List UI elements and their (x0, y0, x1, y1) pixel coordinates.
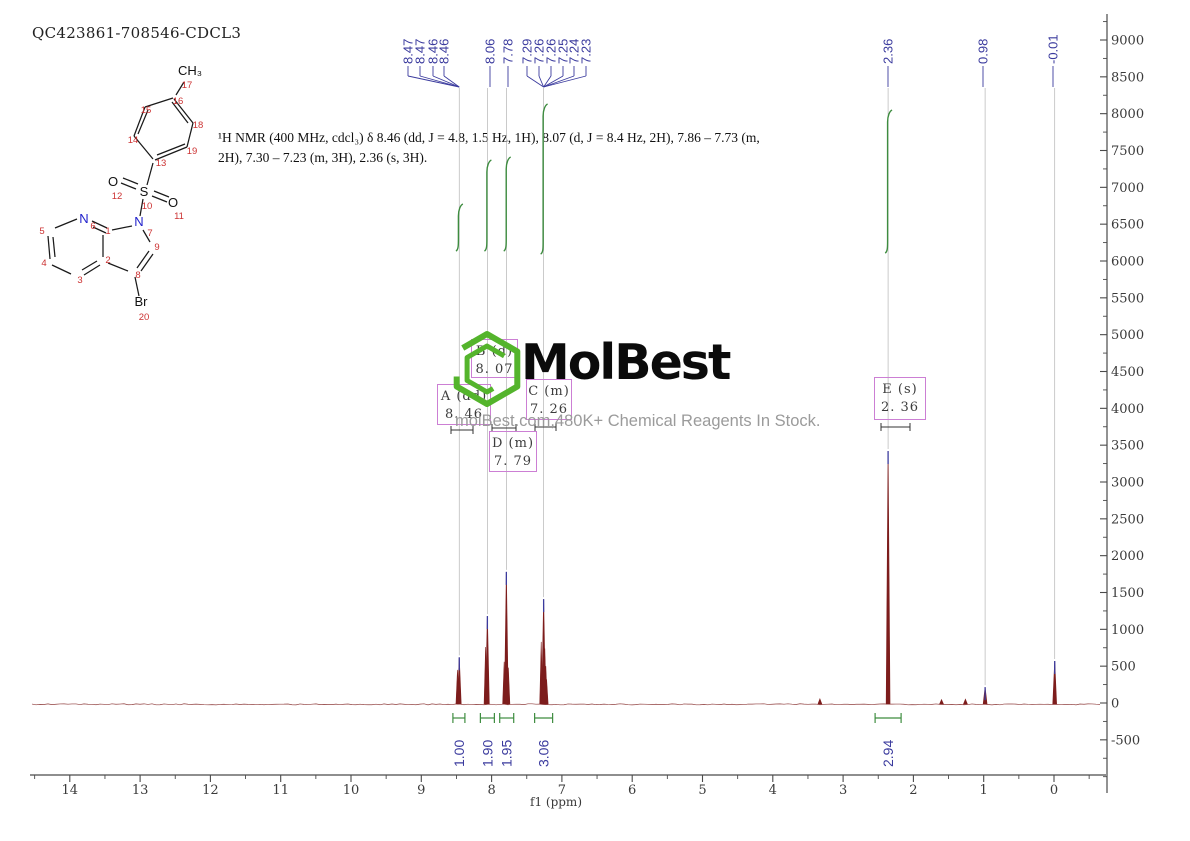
svg-text:-0.01: -0.01 (1046, 34, 1061, 64)
svg-text:0.98: 0.98 (976, 39, 991, 64)
atom-number: 12 (112, 191, 123, 202)
svg-text:7.25: 7.25 (556, 39, 571, 64)
svg-text:1000: 1000 (1111, 623, 1144, 638)
svg-text:12: 12 (202, 783, 219, 798)
svg-text:8.47: 8.47 (413, 39, 428, 64)
svg-text:13: 13 (132, 783, 149, 798)
svg-text:2.94: 2.94 (880, 740, 896, 767)
atom-number: 3 (77, 275, 82, 286)
svg-text:7.29: 7.29 (520, 39, 535, 64)
atom-label: S (140, 184, 149, 199)
atom-label: CH₃ (178, 63, 202, 78)
spectrum-peaks (455, 451, 1057, 705)
atom-number: 7 (147, 228, 152, 239)
atom-number: 6 (90, 221, 95, 232)
svg-text:6: 6 (628, 783, 636, 798)
atom-label: N (134, 214, 143, 229)
svg-text:9000: 9000 (1111, 34, 1144, 49)
svg-text:2000: 2000 (1111, 549, 1144, 564)
svg-text:10: 10 (343, 783, 360, 798)
sample-title: QC423861-708546-CDCL3 (32, 24, 242, 42)
atom-number: 4 (41, 258, 46, 269)
integral-curves (455, 103, 893, 255)
svg-text:14: 14 (62, 783, 79, 798)
svg-text:7: 7 (558, 783, 566, 798)
svg-text:2500: 2500 (1111, 512, 1144, 527)
svg-text:7500: 7500 (1111, 144, 1144, 159)
atom-number: 2 (105, 255, 110, 266)
svg-text:8: 8 (487, 783, 495, 798)
svg-text:3: 3 (839, 783, 847, 798)
svg-text:7.78: 7.78 (501, 39, 516, 64)
svg-text:8.46: 8.46 (437, 39, 452, 64)
svg-text:7000: 7000 (1111, 181, 1144, 196)
svg-text:4: 4 (769, 783, 777, 798)
svg-text:4000: 4000 (1111, 402, 1144, 417)
svg-text:8000: 8000 (1111, 107, 1144, 122)
svg-text:-500: -500 (1111, 733, 1140, 748)
svg-text:4500: 4500 (1111, 365, 1144, 380)
atom-number: 5 (39, 226, 44, 237)
atom-number: 19 (187, 146, 198, 157)
atom-number: 10 (142, 201, 153, 212)
atom-label: N (79, 211, 88, 226)
svg-text:1.00: 1.00 (451, 740, 467, 767)
atom-number: 15 (141, 105, 152, 116)
svg-text:5500: 5500 (1111, 291, 1144, 306)
svg-text:1.95: 1.95 (499, 740, 515, 767)
atom-number: 8 (135, 270, 140, 281)
atom-number: 16 (173, 96, 184, 107)
svg-text:7.23: 7.23 (579, 39, 594, 64)
atom-number: 17 (182, 80, 193, 91)
peak-drop-lines (458, 88, 1056, 686)
atom-number: 11 (174, 211, 184, 222)
svg-text:6000: 6000 (1111, 255, 1144, 270)
svg-text:7.24: 7.24 (567, 39, 582, 64)
svg-text:3.06: 3.06 (536, 740, 552, 767)
atom-number: 18 (193, 120, 204, 131)
svg-text:8500: 8500 (1111, 70, 1144, 85)
baseline (31, 703, 1101, 706)
atom-label: O (168, 195, 178, 210)
svg-text:7.26: 7.26 (544, 39, 559, 64)
svg-text:500: 500 (1111, 660, 1136, 675)
atom-label: Br (135, 294, 149, 309)
svg-text:1: 1 (980, 783, 988, 798)
peak-pick-labels: 8.478.478.468.46 8.06 7.78 7.297.267.267.25… (401, 34, 1061, 88)
atom-label: O (108, 174, 118, 189)
atom-number: 9 (154, 242, 159, 253)
svg-text:2.36: 2.36 (881, 39, 896, 64)
atom-number: 13 (156, 158, 167, 169)
atom-number: 14 (128, 135, 139, 146)
svg-text:1500: 1500 (1111, 586, 1144, 601)
assignment-brackets (450, 423, 911, 434)
svg-text:1.90: 1.90 (479, 740, 495, 767)
svg-text:8.47: 8.47 (401, 39, 416, 64)
svg-text:f1 (ppm): f1 (ppm) (530, 795, 582, 809)
svg-text:6500: 6500 (1111, 218, 1144, 233)
svg-text:3500: 3500 (1111, 439, 1144, 454)
svg-text:0: 0 (1111, 697, 1119, 712)
nmr-description-text: ¹H NMR (400 MHz, cdcl₃) δ 8.46 (dd, J = … (218, 130, 760, 166)
svg-text:2: 2 (909, 783, 917, 798)
svg-text:0: 0 (1050, 783, 1058, 798)
svg-text:5: 5 (698, 783, 706, 798)
atom-number: 20 (139, 312, 150, 323)
svg-text:9: 9 (417, 783, 425, 798)
atom-number: 1 (105, 226, 110, 237)
svg-text:8.06: 8.06 (483, 39, 498, 64)
integral-values: 1.00 1.90 1.95 3.06 2.94 (451, 713, 902, 767)
svg-text:5000: 5000 (1111, 328, 1144, 343)
svg-text:8.46: 8.46 (426, 39, 441, 64)
axes: 9000850080007500700065006000550050004500… (30, 14, 1144, 809)
svg-text:3000: 3000 (1111, 476, 1144, 491)
svg-text:7.26: 7.26 (532, 39, 547, 64)
svg-text:11: 11 (272, 783, 289, 798)
